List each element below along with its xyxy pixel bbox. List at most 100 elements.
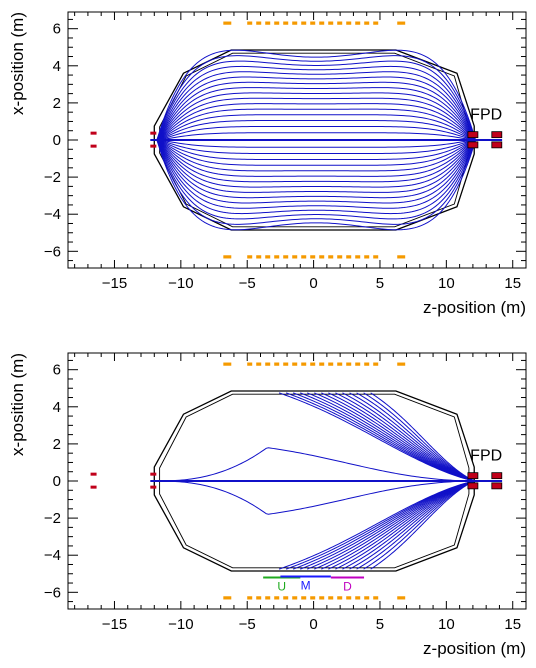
x-tick-label: 15 [504, 275, 521, 292]
x-tick-label: 5 [376, 616, 384, 633]
field-line [156, 55, 477, 141]
field-line [156, 119, 476, 141]
field-line [156, 139, 476, 172]
y-tick-label: 6 [53, 21, 61, 38]
field-line [349, 480, 476, 570]
y-axis-title: x-position (m) [8, 353, 27, 456]
field-line [342, 392, 476, 482]
field-line [156, 92, 476, 141]
field-line [363, 480, 476, 570]
segment-label: M [301, 579, 311, 593]
x-tick-label: −15 [102, 616, 127, 633]
ticks [68, 12, 527, 268]
x-tick-label: −15 [102, 275, 127, 292]
field-line [307, 480, 476, 570]
y-tick-label: −2 [44, 169, 61, 186]
field-line [349, 392, 476, 482]
magnet-marker [491, 131, 503, 139]
x-tick-label: 10 [438, 275, 455, 292]
magnet-marker [90, 144, 97, 148]
field-line [156, 103, 476, 141]
fpd-label: FPD [470, 448, 502, 465]
field-line [156, 139, 476, 209]
field-line [156, 114, 476, 141]
coil-markers [223, 362, 406, 600]
field-line [156, 139, 476, 193]
y-tick-label: −6 [44, 243, 61, 260]
field-line [321, 392, 476, 482]
field-line [363, 392, 476, 482]
magnet-marker [491, 472, 503, 480]
field-line [156, 139, 476, 199]
field-line [370, 392, 476, 482]
magnet-marker [150, 485, 157, 489]
field-line [156, 132, 476, 141]
field-line [156, 139, 477, 220]
field-line [300, 392, 476, 482]
segment-label: D [343, 579, 352, 593]
field-line [156, 108, 476, 141]
field-line [156, 447, 476, 482]
vessel-inner-wall [159, 393, 470, 569]
field-line [156, 49, 477, 141]
field-line [156, 125, 476, 141]
magnet-marker [491, 482, 503, 490]
detector-magnets [90, 131, 503, 149]
field-line [335, 480, 476, 570]
magnet-marker [467, 141, 479, 149]
y-tick-label: −6 [44, 584, 61, 601]
field-line [356, 392, 476, 482]
field-line [156, 139, 477, 231]
panel-bottom: U M D FPD −15 −10 −5 0 5 10 15 −6 −4 −2 0 2 4 6 z-position… [8, 352, 527, 658]
magnet-marker [150, 472, 157, 476]
y-tick-label: 2 [53, 436, 61, 453]
y-tick-label: 4 [53, 399, 61, 416]
segment-label: U [277, 579, 286, 593]
field-line [156, 87, 476, 141]
magnet-marker [467, 482, 479, 490]
x-tick-label: −10 [168, 275, 193, 292]
field-line [156, 139, 476, 177]
field-line [156, 60, 477, 141]
y-tick-label: 2 [53, 95, 61, 112]
field-line [370, 480, 476, 570]
field-line [156, 65, 476, 141]
fpd-label: FPD [470, 107, 502, 124]
field-line [300, 480, 476, 570]
detector-magnets [90, 472, 503, 490]
y-tick-label: 6 [53, 362, 61, 379]
magnet-marker [90, 472, 97, 476]
x-tick-label: 15 [504, 616, 521, 633]
field-line [156, 97, 476, 141]
y-tick-label: 0 [53, 473, 61, 490]
panel-top: FPD −15 −10 −5 0 5 10 15 −6 −4 −2 0 2 4 6 z-position (m… [8, 11, 527, 317]
y-tick-label: −2 [44, 510, 61, 527]
magnet-marker [150, 144, 157, 148]
x-tick-label: −5 [239, 275, 256, 292]
x-tick-label: 5 [376, 275, 384, 292]
field-line [156, 81, 476, 141]
y-tick-label: −4 [44, 206, 61, 223]
field-line [156, 480, 476, 515]
y-tick-label: 0 [53, 132, 61, 149]
field-line [156, 139, 477, 225]
field-line [356, 480, 476, 570]
magnet-marker [467, 472, 479, 480]
field-line [328, 392, 476, 482]
magnet-marker [90, 131, 97, 135]
field-line [156, 139, 476, 215]
field-lines [156, 49, 477, 231]
y-axis-title: x-position (m) [8, 12, 27, 115]
x-tick-label: 0 [309, 616, 317, 633]
magnet-marker [150, 131, 157, 135]
x-tick-label: −10 [168, 616, 193, 633]
magnet-marker [491, 141, 503, 149]
field-line [156, 139, 476, 188]
x-axis-title: z-position (m) [423, 298, 526, 317]
field-line [156, 139, 476, 148]
field-line [307, 392, 476, 482]
coil-markers [223, 21, 406, 259]
field-line [156, 139, 476, 161]
magnet-marker [467, 131, 479, 139]
